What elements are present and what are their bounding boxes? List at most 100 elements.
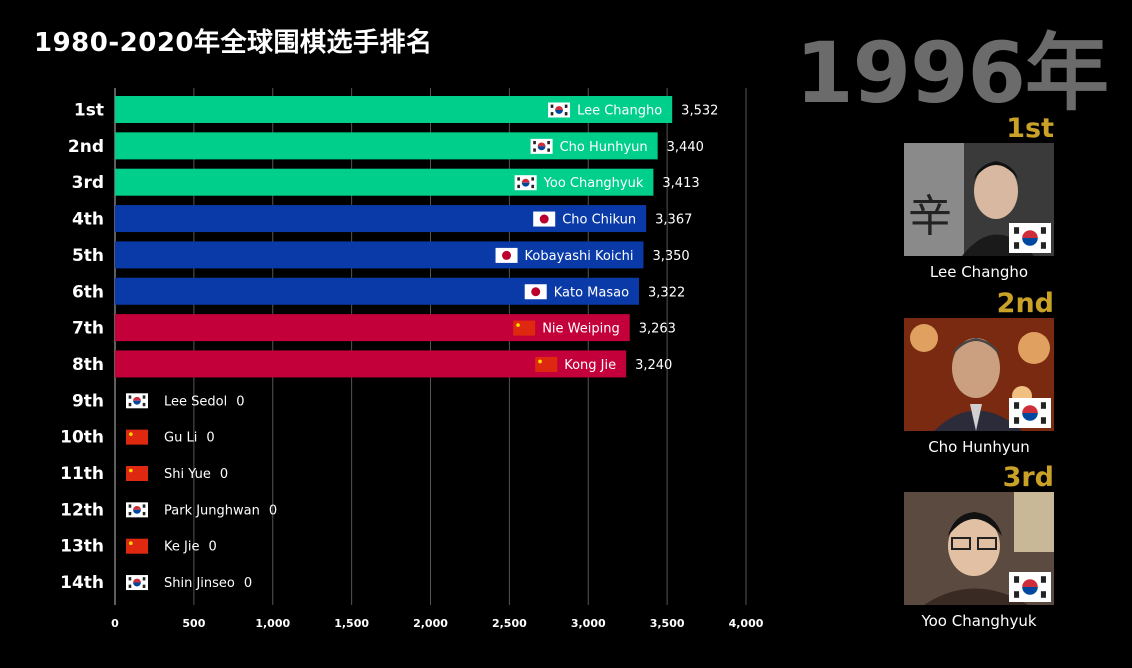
player-photo: 辛 — [904, 143, 1054, 256]
x-tick-label: 1,500 — [334, 617, 369, 630]
bar-row: 14th Shin Jinseo 0 — [60, 573, 252, 593]
x-tick-label: 3,500 — [650, 617, 685, 630]
player-name-label: Shi Yue — [164, 467, 211, 482]
rank-label: 9th — [72, 391, 104, 411]
rank-label: 5th — [72, 246, 104, 266]
china-flag-icon — [126, 466, 148, 481]
bar-row: 4th Cho Chikun 3,367 — [72, 205, 692, 233]
player-portrait-icon — [904, 492, 1054, 605]
value-label: 3,367 — [655, 213, 692, 228]
bar — [115, 314, 630, 342]
rank-label: 3rd — [72, 173, 104, 193]
bar — [115, 168, 654, 196]
rank-label: 4th — [72, 210, 104, 230]
x-tick-label: 500 — [182, 617, 205, 630]
rank-label: 10th — [60, 428, 104, 448]
bar — [115, 96, 673, 123]
bar-row: 3rd Yoo Changhyuk 3,413 — [72, 168, 700, 196]
podium-rank: 3rd — [1002, 462, 1054, 493]
korea-flag-icon — [530, 138, 553, 154]
ranking-bar-chart: 0 500 1,000 1,500 2,000 2,500 3,000 3,500 4,000 1… — [60, 88, 764, 630]
rank-label: 2nd — [68, 137, 104, 157]
japan-flag-icon — [533, 211, 556, 227]
bar-row: 6th Kato Masao 3,322 — [72, 277, 685, 305]
year-label: 1996年 — [795, 24, 1109, 122]
rank-label: 12th — [60, 500, 104, 520]
x-tick-label: 3,000 — [571, 617, 606, 630]
china-flag-icon — [126, 538, 148, 554]
x-tick-label: 2,000 — [413, 617, 448, 630]
player-name-label: Lee Changho — [577, 104, 662, 119]
rank-label: 7th — [72, 319, 104, 339]
x-tick-label: 1,000 — [255, 617, 290, 630]
value-label: 3,440 — [667, 140, 704, 155]
player-name-label: Kato Masao — [554, 285, 629, 300]
bar-row: 5th Kobayashi Koichi 3,350 — [72, 241, 690, 269]
bar — [115, 277, 640, 305]
korea-flag-icon — [1009, 572, 1051, 602]
x-tick-label: 4,000 — [729, 617, 764, 630]
podium-player-name: Yoo Changhyuk — [921, 612, 1037, 630]
bar-row: 12th Park Junghwan 0 — [60, 500, 277, 520]
bar-row: 9th Lee Sedol 0 — [72, 391, 245, 411]
korea-flag-icon — [126, 393, 148, 409]
value-label: 0 — [236, 394, 244, 409]
podium-rank: 1st — [1006, 113, 1054, 144]
value-label: 3,350 — [652, 249, 689, 264]
rank-label: 1st — [74, 101, 104, 121]
korea-flag-icon — [126, 502, 148, 518]
chart-title: 1980-2020年全球围棋选手排名 — [34, 28, 433, 58]
rank-label: 11th — [60, 464, 104, 484]
podium-player-name: Lee Changho — [929, 263, 1029, 281]
player-name-label: Gu Li — [164, 431, 197, 446]
china-flag-icon — [513, 320, 536, 336]
bar — [115, 132, 658, 160]
bar — [115, 241, 644, 269]
korea-flag-icon — [514, 175, 537, 191]
value-label: 3,413 — [662, 176, 699, 191]
china-flag-icon — [535, 356, 558, 372]
value-label: 0 — [206, 431, 214, 446]
x-tick-label: 0 — [111, 617, 119, 630]
china-flag-icon — [126, 429, 148, 445]
bar-row: 13th Ke Jie 0 — [60, 537, 217, 557]
value-label: 3,240 — [635, 358, 672, 373]
bar-row: 2nd Cho Hunhyun 3,440 — [68, 132, 704, 160]
value-label: 0 — [220, 467, 228, 482]
player-name-label: Shin Jinseo — [164, 576, 235, 591]
player-name-label: Nie Weiping — [542, 322, 620, 337]
rank-label: 6th — [72, 282, 104, 302]
rank-label: 14th — [60, 573, 104, 593]
podium-player-name: Cho Hunhyun — [928, 438, 1030, 456]
japan-flag-icon — [495, 247, 518, 263]
value-label: 3,532 — [681, 104, 718, 119]
bar-row: 8th Kong Jie 3,240 — [72, 350, 672, 378]
player-photo — [904, 492, 1054, 605]
value-label: 3,322 — [648, 285, 685, 300]
podium-rank: 2nd — [996, 288, 1054, 319]
value-label: 0 — [244, 576, 252, 591]
x-tick-label: 2,500 — [492, 617, 527, 630]
svg-text:辛: 辛 — [908, 191, 952, 242]
value-label: 3,263 — [639, 322, 676, 337]
player-name-label: Kobayashi Koichi — [525, 249, 634, 264]
bar — [115, 205, 647, 233]
player-name-label: Kong Jie — [564, 358, 616, 373]
rank-label: 13th — [60, 537, 104, 557]
korea-flag-icon — [1009, 398, 1051, 428]
player-name-label: Yoo Changhyuk — [543, 176, 644, 191]
player-photo — [904, 318, 1054, 431]
bar-row: 7th Nie Weiping 3,263 — [72, 314, 676, 342]
bar-row: 1st Lee Changho 3,532 — [74, 96, 718, 123]
korea-flag-icon — [548, 102, 571, 118]
bar-row: 10th Gu Li 0 — [60, 428, 214, 448]
japan-flag-icon — [524, 284, 547, 300]
player-name-label: Lee Sedol — [164, 394, 227, 409]
value-label: 0 — [208, 540, 216, 555]
player-name-label: Ke Jie — [164, 540, 199, 555]
bar-row: 11th Shi Yue 0 — [60, 464, 228, 484]
value-label: 0 — [269, 503, 277, 518]
korea-flag-icon — [1009, 223, 1051, 253]
player-name-label: Park Junghwan — [164, 503, 260, 518]
player-name-label: Cho Hunhyun — [560, 140, 648, 155]
